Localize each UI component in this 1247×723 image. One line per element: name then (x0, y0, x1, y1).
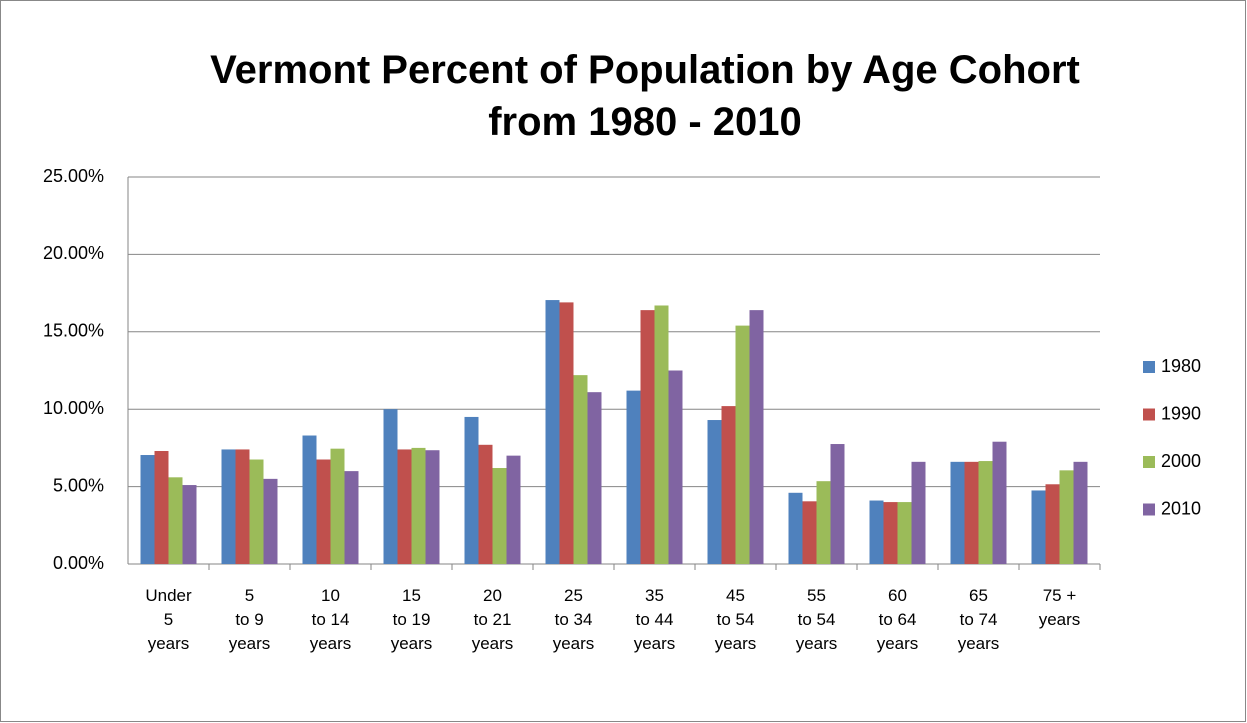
bar (668, 370, 683, 564)
bar (830, 444, 845, 564)
bar (978, 461, 993, 564)
bar (654, 305, 669, 564)
bar (911, 461, 926, 564)
bar (897, 502, 912, 564)
bar (992, 441, 1007, 564)
bar (1059, 470, 1074, 564)
bar (397, 449, 412, 564)
bar (140, 455, 155, 564)
legend-label: 2010 (1161, 498, 1201, 518)
bar (816, 481, 831, 564)
x-tick-label: 15 to 19 years (390, 586, 433, 653)
x-tick-label: 55 to 54 years (795, 586, 838, 653)
x-tick-label: 65 to 74 years (957, 586, 1000, 653)
bar (235, 449, 250, 564)
y-tick-label: 25.00% (43, 166, 104, 186)
bar (316, 459, 331, 564)
bar (302, 435, 317, 564)
bar (1045, 484, 1060, 564)
bar (545, 300, 560, 564)
x-tick-label: 35 to 44 years (633, 586, 676, 653)
legend-swatch (1143, 503, 1155, 516)
bar (950, 461, 965, 564)
bar (707, 420, 722, 564)
bar (411, 447, 426, 564)
bar (721, 406, 736, 564)
bar (221, 449, 236, 564)
x-tick-label: 5 to 9 years (228, 586, 271, 653)
bar (464, 416, 479, 564)
bar (344, 471, 359, 564)
bar (869, 500, 884, 564)
x-tick-label: 25 to 34 years (552, 586, 595, 653)
bar (559, 302, 574, 564)
bar (492, 468, 507, 564)
y-tick-label: 0.00% (53, 553, 104, 573)
bar (383, 409, 398, 564)
bar (182, 485, 197, 564)
x-tick-label: 45 to 54 years (714, 586, 757, 653)
bar (249, 459, 264, 564)
bar (1073, 461, 1088, 564)
bar (478, 444, 493, 564)
x-tick-label: 60 to 64 years (876, 586, 919, 653)
legend-label: 2000 (1161, 451, 1201, 471)
bar (802, 501, 817, 564)
chart-title: Vermont Percent of Population by Age Coh… (210, 48, 1080, 144)
x-tick-label: 10 to 14 years (309, 586, 352, 653)
bar (425, 450, 440, 564)
legend-swatch (1143, 361, 1155, 373)
bar (330, 448, 345, 564)
bar (883, 502, 898, 564)
bar (1031, 490, 1046, 564)
x-tick-label: 20 to 21 years (471, 586, 514, 653)
legend-label: 1990 (1161, 403, 1201, 423)
legend-swatch (1143, 456, 1155, 468)
x-tick-label: 75 + years (1038, 586, 1081, 629)
x-tick-label: Under 5 years (145, 586, 192, 653)
bar (154, 450, 169, 564)
y-tick-label: 10.00% (43, 398, 104, 418)
legend-swatch (1143, 408, 1155, 421)
bar (735, 325, 750, 564)
bar (640, 310, 655, 564)
y-tick-label: 20.00% (43, 243, 104, 263)
bar (168, 477, 183, 564)
bar (573, 375, 588, 564)
legend-label: 1980 (1161, 356, 1201, 376)
bar (788, 492, 803, 564)
y-tick-label: 15.00% (43, 321, 104, 341)
y-tick-label: 5.00% (53, 475, 104, 495)
bar (749, 310, 764, 564)
bar (263, 478, 278, 564)
bar (587, 392, 602, 564)
bar (964, 461, 979, 564)
bar (506, 455, 521, 564)
bar (626, 390, 641, 564)
